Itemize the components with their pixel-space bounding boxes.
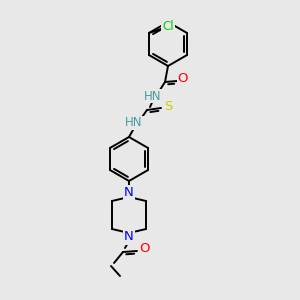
Text: O: O xyxy=(178,73,188,85)
Text: HN: HN xyxy=(144,89,162,103)
Text: N: N xyxy=(124,187,134,200)
Text: N: N xyxy=(124,230,134,244)
Text: Cl: Cl xyxy=(162,20,174,34)
Text: HN: HN xyxy=(125,116,143,130)
Text: O: O xyxy=(140,242,150,256)
Text: S: S xyxy=(164,100,172,112)
